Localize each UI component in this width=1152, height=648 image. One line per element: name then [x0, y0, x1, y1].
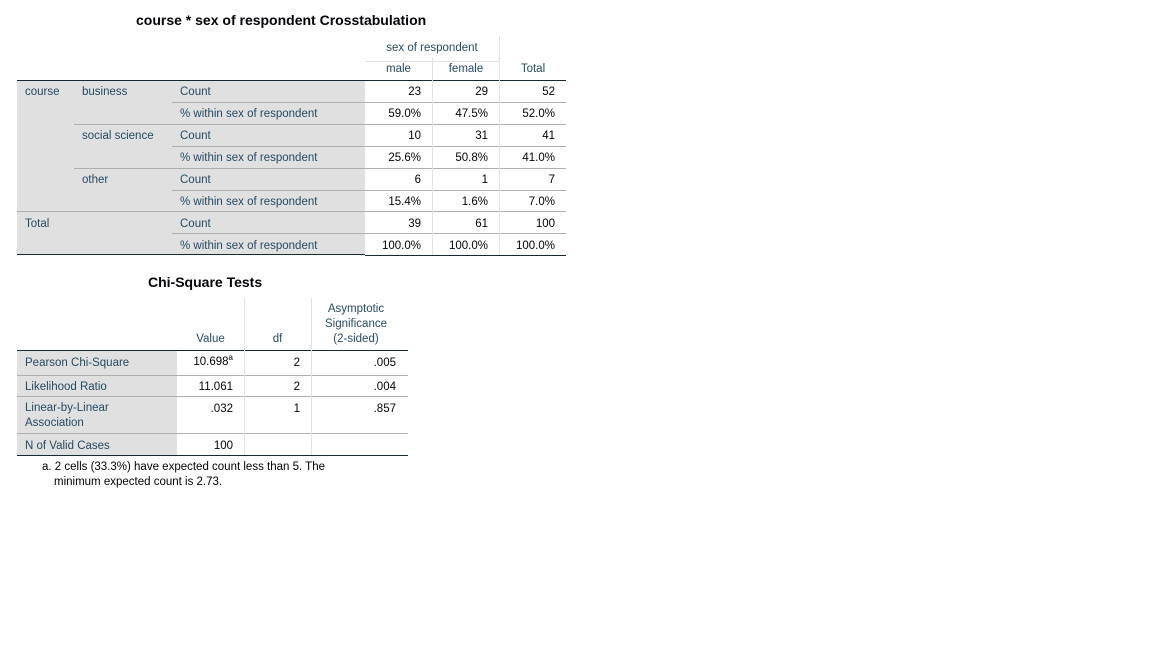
footnote-line1: a. 2 cells (33.3%) have expected count l…: [42, 461, 325, 473]
cell-value: 11.061: [198, 381, 233, 393]
stat-label: Count: [180, 130, 211, 142]
cell-total: 7: [548, 174, 555, 186]
header-sig-line2: Significance: [324, 318, 387, 330]
cell-sig: .857: [373, 403, 396, 415]
header-sig-line1: Asymptotic: [327, 303, 385, 315]
cell-total: 100: [535, 218, 555, 230]
stat-label: % within sex of respondent: [180, 108, 318, 120]
cell-total: 52: [542, 86, 555, 98]
group-label-social-science: social science: [82, 130, 154, 142]
cell-male: 15.4%: [388, 196, 421, 208]
cell-sig: .005: [373, 357, 396, 369]
cell-df: 2: [293, 357, 300, 369]
group-label-business: business: [82, 86, 128, 98]
row-label-likelihood: Likelihood Ratio: [25, 381, 107, 393]
row-divider: [172, 146, 566, 147]
cell-female: 29: [475, 86, 488, 98]
header-divider: [499, 36, 500, 80]
cell-male: 39: [408, 218, 421, 230]
cell-female: 1.6%: [461, 196, 488, 208]
chisq-title: Chi-Square Tests: [148, 274, 263, 290]
cell-total: 100.0%: [515, 240, 555, 252]
header-divider: [311, 298, 312, 350]
header-sex-of-respondent: sex of respondent: [386, 42, 478, 54]
cell-df: 1: [293, 403, 300, 415]
cell-df: 2: [293, 381, 300, 393]
column-divider: [432, 80, 433, 255]
group-divider: [74, 168, 365, 169]
cell-total: 7.0%: [528, 196, 555, 208]
crosstab-title: course * sex of respondent Crosstabulati…: [136, 12, 427, 28]
group-label-other: other: [82, 174, 109, 186]
row-label-linear-line2: Association: [25, 417, 84, 429]
row-label-n-valid: N of Valid Cases: [25, 440, 110, 452]
group-divider: [74, 124, 365, 125]
header-divider: [244, 298, 245, 350]
stat-label: Count: [180, 218, 211, 230]
cell-male: 6: [414, 174, 421, 186]
column-divider: [244, 350, 245, 455]
row-divider: [17, 396, 408, 397]
column-divider: [499, 80, 500, 255]
cell-total: 52.0%: [522, 108, 555, 120]
header-divider: [432, 58, 433, 80]
total-label: Total: [25, 218, 50, 230]
stat-label: % within sex of respondent: [180, 152, 318, 164]
cell-female: 47.5%: [455, 108, 488, 120]
footnote-marker: a: [228, 353, 233, 363]
header-male: male: [365, 61, 432, 77]
row-divider: [365, 211, 566, 212]
cell-female: 61: [475, 218, 488, 230]
cell-female: 31: [475, 130, 488, 142]
header-value: Value: [196, 333, 225, 345]
table-bottom-border: [365, 255, 566, 256]
column-divider: [311, 350, 312, 455]
cell-value: 100: [213, 440, 233, 452]
row-label-pearson: Pearson Chi-Square: [25, 357, 130, 369]
cell-male: 25.6%: [388, 152, 421, 164]
row-divider: [17, 433, 408, 434]
cell-total: 41.0%: [522, 152, 555, 164]
row-var-course: course: [25, 86, 60, 98]
cell-male: 23: [408, 86, 421, 98]
row-divider: [365, 124, 566, 125]
stat-label: % within sex of respondent: [180, 240, 318, 252]
row-divider: [177, 350, 408, 351]
cell-value: 10.698a: [193, 353, 233, 368]
header-df: df: [272, 333, 283, 345]
row-label-linear-line1: Linear-by-Linear: [25, 402, 109, 414]
cell-female: 100.0%: [448, 240, 488, 252]
cell-male: 100.0%: [381, 240, 421, 252]
stat-label: % within sex of respondent: [180, 196, 318, 208]
row-divider: [172, 233, 566, 234]
header-total: Total: [520, 63, 546, 75]
cell-total: 41: [542, 130, 555, 142]
row-divider: [172, 102, 566, 103]
row-divider: [365, 168, 566, 169]
header-sig-line3: (2-sided): [333, 333, 379, 345]
cell-value: .032: [210, 403, 233, 415]
row-divider: [172, 190, 566, 191]
cell-male: 59.0%: [388, 108, 421, 120]
row-divider: [17, 375, 408, 376]
footnote-line2: minimum expected count is 2.73.: [54, 476, 223, 488]
row-divider: [365, 80, 566, 81]
cell-male: 10: [408, 130, 421, 142]
header-female: female: [433, 61, 499, 77]
chisq-row-header-block: [17, 350, 177, 456]
cell-female: 50.8%: [455, 152, 488, 164]
stat-label: Count: [180, 86, 211, 98]
table-bottom-border: [177, 455, 408, 456]
stat-label: Count: [180, 174, 211, 186]
cell-female: 1: [481, 174, 488, 186]
cell-sig: .004: [373, 381, 396, 393]
